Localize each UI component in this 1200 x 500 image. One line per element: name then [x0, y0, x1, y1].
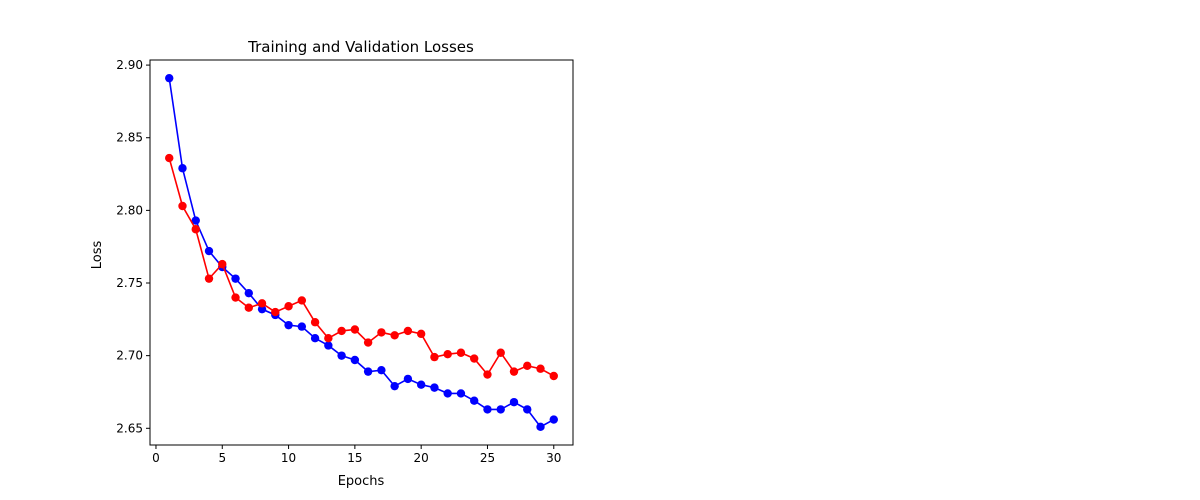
- data-point: [377, 365, 386, 375]
- y-tick-label: 2.65: [116, 421, 143, 435]
- data-point: [416, 329, 426, 339]
- x-axis-label: Epochs: [338, 474, 385, 489]
- data-point: [297, 296, 307, 305]
- y-tick-label: 2.90: [116, 58, 143, 72]
- data-point: [390, 381, 399, 391]
- data-point: [549, 371, 558, 381]
- data-point: [390, 331, 399, 340]
- data-point: [350, 355, 360, 365]
- data-point: [231, 293, 240, 302]
- data-point: [483, 405, 492, 414]
- plot-content: [165, 73, 558, 432]
- data-point: [496, 405, 505, 414]
- data-point: [178, 201, 187, 211]
- x-tick-label: 30: [546, 451, 561, 465]
- data-point: [377, 328, 386, 337]
- y-tick-label: 2.70: [116, 349, 143, 363]
- y-axis-ticks: 2.65 2.70 2.75 2.80 2.85 2.90: [116, 58, 150, 435]
- data-point: [456, 389, 466, 398]
- data-point: [509, 367, 519, 376]
- chart-title: Training and Validation Losses: [247, 38, 474, 56]
- data-point: [297, 322, 307, 331]
- data-point: [218, 259, 227, 269]
- data-point: [337, 326, 346, 336]
- data-point: [284, 302, 293, 311]
- data-point: [337, 351, 346, 360]
- data-point: [244, 303, 253, 312]
- y-tick-label: 2.80: [116, 203, 143, 217]
- data-point: [523, 361, 532, 371]
- x-tick-label: 25: [480, 451, 495, 465]
- data-point: [483, 370, 492, 379]
- data-point: [443, 389, 452, 398]
- data-point: [310, 318, 320, 327]
- series-1: [165, 153, 558, 381]
- data-point: [403, 374, 413, 384]
- y-tick-label: 2.85: [116, 131, 143, 145]
- x-tick-label: 10: [281, 451, 296, 465]
- data-point: [430, 383, 439, 392]
- data-point: [231, 274, 240, 283]
- data-point: [363, 367, 373, 376]
- data-point: [324, 334, 333, 343]
- data-point: [271, 307, 280, 317]
- data-point: [523, 405, 532, 414]
- data-point: [257, 299, 267, 308]
- x-tick-label: 20: [414, 451, 429, 465]
- data-point: [257, 304, 267, 314]
- series-line-0: [168, 78, 555, 428]
- x-tick-label: 0: [152, 451, 160, 465]
- data-point: [165, 153, 174, 163]
- y-tick-label: 2.75: [116, 276, 143, 290]
- data-point: [204, 246, 214, 256]
- data-point: [536, 364, 545, 373]
- data-point: [244, 288, 253, 298]
- y-axis-label: Loss: [90, 241, 105, 270]
- data-point: [509, 397, 519, 407]
- x-tick-label: 5: [218, 451, 226, 465]
- data-point: [204, 274, 214, 283]
- data-point: [430, 352, 439, 362]
- data-point: [191, 225, 200, 234]
- data-point: [350, 325, 360, 334]
- data-point: [324, 341, 333, 350]
- data-point: [443, 349, 452, 359]
- data-point: [191, 216, 200, 225]
- data-point: [284, 320, 293, 330]
- data-point: [470, 354, 479, 363]
- data-point: [496, 348, 505, 357]
- data-point: [165, 73, 174, 83]
- data-point: [363, 338, 373, 347]
- x-tick-label: 15: [347, 451, 362, 465]
- data-point: [416, 380, 426, 389]
- series-line-1: [168, 157, 555, 377]
- data-point: [456, 348, 466, 357]
- data-point: [178, 164, 187, 173]
- data-point: [310, 334, 320, 343]
- data-point: [403, 326, 413, 336]
- data-point: [536, 422, 545, 432]
- data-point: [470, 396, 479, 405]
- plot-frame: [149, 59, 574, 446]
- x-axis-ticks: 0 5 10 15 20 25 30: [152, 445, 561, 465]
- series-0: [165, 73, 558, 432]
- data-point: [549, 415, 558, 424]
